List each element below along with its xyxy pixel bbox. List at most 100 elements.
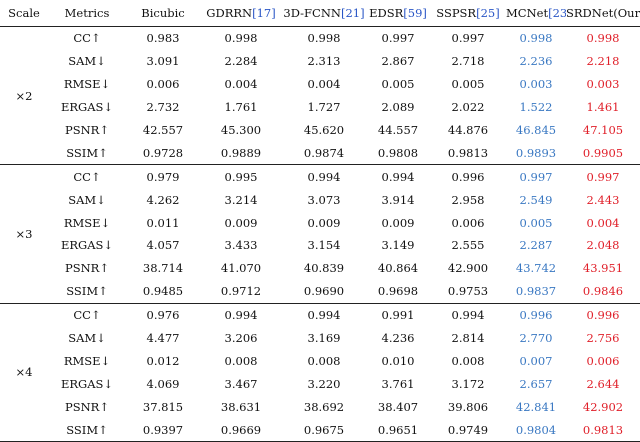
value-cell: 0.991 — [381, 308, 415, 323]
citation-link[interactable]: [23] — [548, 6, 566, 20]
value-cell: 45.300 — [220, 123, 262, 137]
value-cell: 3.149 — [381, 238, 415, 253]
table-row: SSIM↑ 0.9728 0.9889 0.9874 0.9808 0.9813 0.989… — [0, 141, 640, 165]
metric-cell: ERGAS↓ — [60, 376, 114, 391]
value-cell: 0.995 — [224, 169, 258, 184]
value-cell: 0.9698 — [377, 284, 419, 299]
value-cell: 3.172 — [451, 376, 485, 391]
value-cell: 44.557 — [377, 123, 419, 137]
value-cell: 0.9889 — [220, 145, 262, 160]
value-cell: 0.010 — [381, 353, 415, 368]
value-cell: 0.9749 — [447, 422, 489, 437]
value-cell: 0.012 — [146, 353, 180, 368]
value-cell: 0.005 — [519, 215, 553, 230]
table-row: RMSE↓ 0.006 0.004 0.004 0.005 0.005 0.003 0.003 — [0, 73, 640, 96]
metric-cell: ERGAS↓ — [60, 238, 114, 253]
scale-cell: ×2 — [15, 88, 33, 103]
header-metrics: Metrics — [64, 6, 110, 20]
citation-link[interactable]: [17] — [252, 6, 276, 20]
value-cell: 0.979 — [146, 169, 180, 184]
value-cell: 43.951 — [582, 261, 624, 276]
value-cell: 42.841 — [515, 399, 557, 414]
citation-link[interactable]: [25] — [476, 6, 500, 20]
value-cell: 2.644 — [586, 376, 620, 391]
table-row: SAM↓ 4.262 3.214 3.073 3.914 2.958 2.549 2.443 — [0, 188, 640, 211]
value-cell: 0.983 — [146, 31, 180, 46]
value-cell: 0.9905 — [582, 145, 624, 160]
table-row: RMSE↓ 0.011 0.009 0.009 0.009 0.006 0.005 0.004 — [0, 211, 640, 234]
value-cell: 4.262 — [146, 192, 180, 207]
value-cell: 2.048 — [586, 238, 620, 253]
table-row: PSNR↑ 37.815 38.631 38.692 38.407 39.806 42.84… — [0, 395, 640, 418]
value-cell: 0.9804 — [515, 422, 557, 437]
value-cell: 0.9397 — [142, 422, 184, 437]
value-cell: 0.009 — [224, 215, 258, 230]
metric-cell: SSIM↑ — [66, 284, 108, 299]
metric-cell: SAM↓ — [68, 54, 106, 69]
header-row: Scale Metrics Bicubic GDRRN[17] 3D-FCNN[… — [0, 0, 640, 27]
value-cell: 0.004 — [224, 77, 258, 92]
metric-cell: PSNR↑ — [65, 123, 109, 137]
value-cell: 0.008 — [451, 353, 485, 368]
value-cell: 0.9651 — [377, 422, 419, 437]
header-method-3d-fcnn: 3D-FCNN[21] — [283, 6, 365, 20]
value-cell: 0.996 — [451, 169, 485, 184]
value-cell: 0.9846 — [582, 284, 624, 299]
value-cell: 3.169 — [307, 331, 341, 346]
value-cell: 0.994 — [381, 169, 415, 184]
header-method-edsr: EDSR[59] — [369, 6, 427, 20]
header-method-srdnet: SRDNet(Our) — [566, 6, 640, 20]
citation-link[interactable]: [59] — [403, 6, 427, 20]
value-cell: 0.9485 — [142, 284, 184, 299]
value-cell: 0.9837 — [515, 284, 557, 299]
value-cell: 0.006 — [586, 353, 620, 368]
table-row: SSIM↑ 0.9397 0.9669 0.9675 0.9651 0.9749 0.980… — [0, 418, 640, 442]
value-cell: 41.070 — [220, 261, 262, 276]
value-cell: 0.005 — [381, 77, 415, 92]
value-cell: 4.069 — [146, 376, 180, 391]
header-method-gdrrn: GDRRN[17] — [206, 6, 276, 20]
metric-cell: RMSE↓ — [63, 77, 111, 92]
value-cell: 0.004 — [586, 215, 620, 230]
value-cell: 47.105 — [582, 123, 624, 137]
value-cell: 0.994 — [307, 308, 341, 323]
value-cell: 2.814 — [451, 331, 485, 346]
metric-cell: PSNR↑ — [65, 399, 109, 414]
value-cell: 0.9893 — [515, 145, 557, 160]
value-cell: 44.876 — [447, 123, 489, 137]
metric-cell: SAM↓ — [68, 192, 106, 207]
value-cell: 0.006 — [451, 215, 485, 230]
value-cell: 40.839 — [303, 261, 345, 276]
citation-link[interactable]: [21] — [340, 6, 365, 20]
value-cell: 1.522 — [519, 100, 553, 115]
value-cell: 2.089 — [381, 100, 415, 115]
table-row: ERGAS↓ 2.732 1.761 1.727 2.089 2.022 1.522 1.46… — [0, 96, 640, 119]
value-cell: 2.236 — [519, 54, 553, 69]
table-row: SAM↓ 3.091 2.284 2.313 2.867 2.718 2.236 2.218 — [0, 50, 640, 73]
metric-cell: RMSE↓ — [63, 353, 111, 368]
value-cell: 0.006 — [146, 77, 180, 92]
value-cell: 2.284 — [224, 54, 258, 69]
metric-cell: SAM↓ — [68, 331, 106, 346]
value-cell: 1.461 — [586, 100, 620, 115]
value-cell: 0.008 — [307, 353, 341, 368]
value-cell: 2.313 — [307, 54, 341, 69]
value-cell: 0.997 — [451, 31, 485, 46]
value-cell: 2.443 — [586, 192, 620, 207]
value-cell: 2.732 — [146, 100, 180, 115]
value-cell: 0.9712 — [220, 284, 262, 299]
metric-cell: RMSE↓ — [63, 215, 111, 230]
value-cell: 45.620 — [303, 123, 345, 137]
value-cell: 4.057 — [146, 238, 180, 253]
value-cell: 38.631 — [220, 399, 262, 414]
value-cell: 0.003 — [519, 77, 553, 92]
metric-cell: CC↑ — [73, 31, 101, 46]
value-cell: 0.997 — [586, 169, 620, 184]
value-cell: 0.998 — [224, 31, 258, 46]
value-cell: 43.742 — [515, 261, 557, 276]
value-cell: 0.9753 — [447, 284, 489, 299]
value-cell: 3.073 — [307, 192, 341, 207]
value-cell: 0.9669 — [220, 422, 262, 437]
table-row: ×2 CC↑ 0.983 0.998 0.998 0.997 0.997 0.998 0.998 — [0, 27, 640, 102]
value-cell: 3.467 — [224, 376, 258, 391]
